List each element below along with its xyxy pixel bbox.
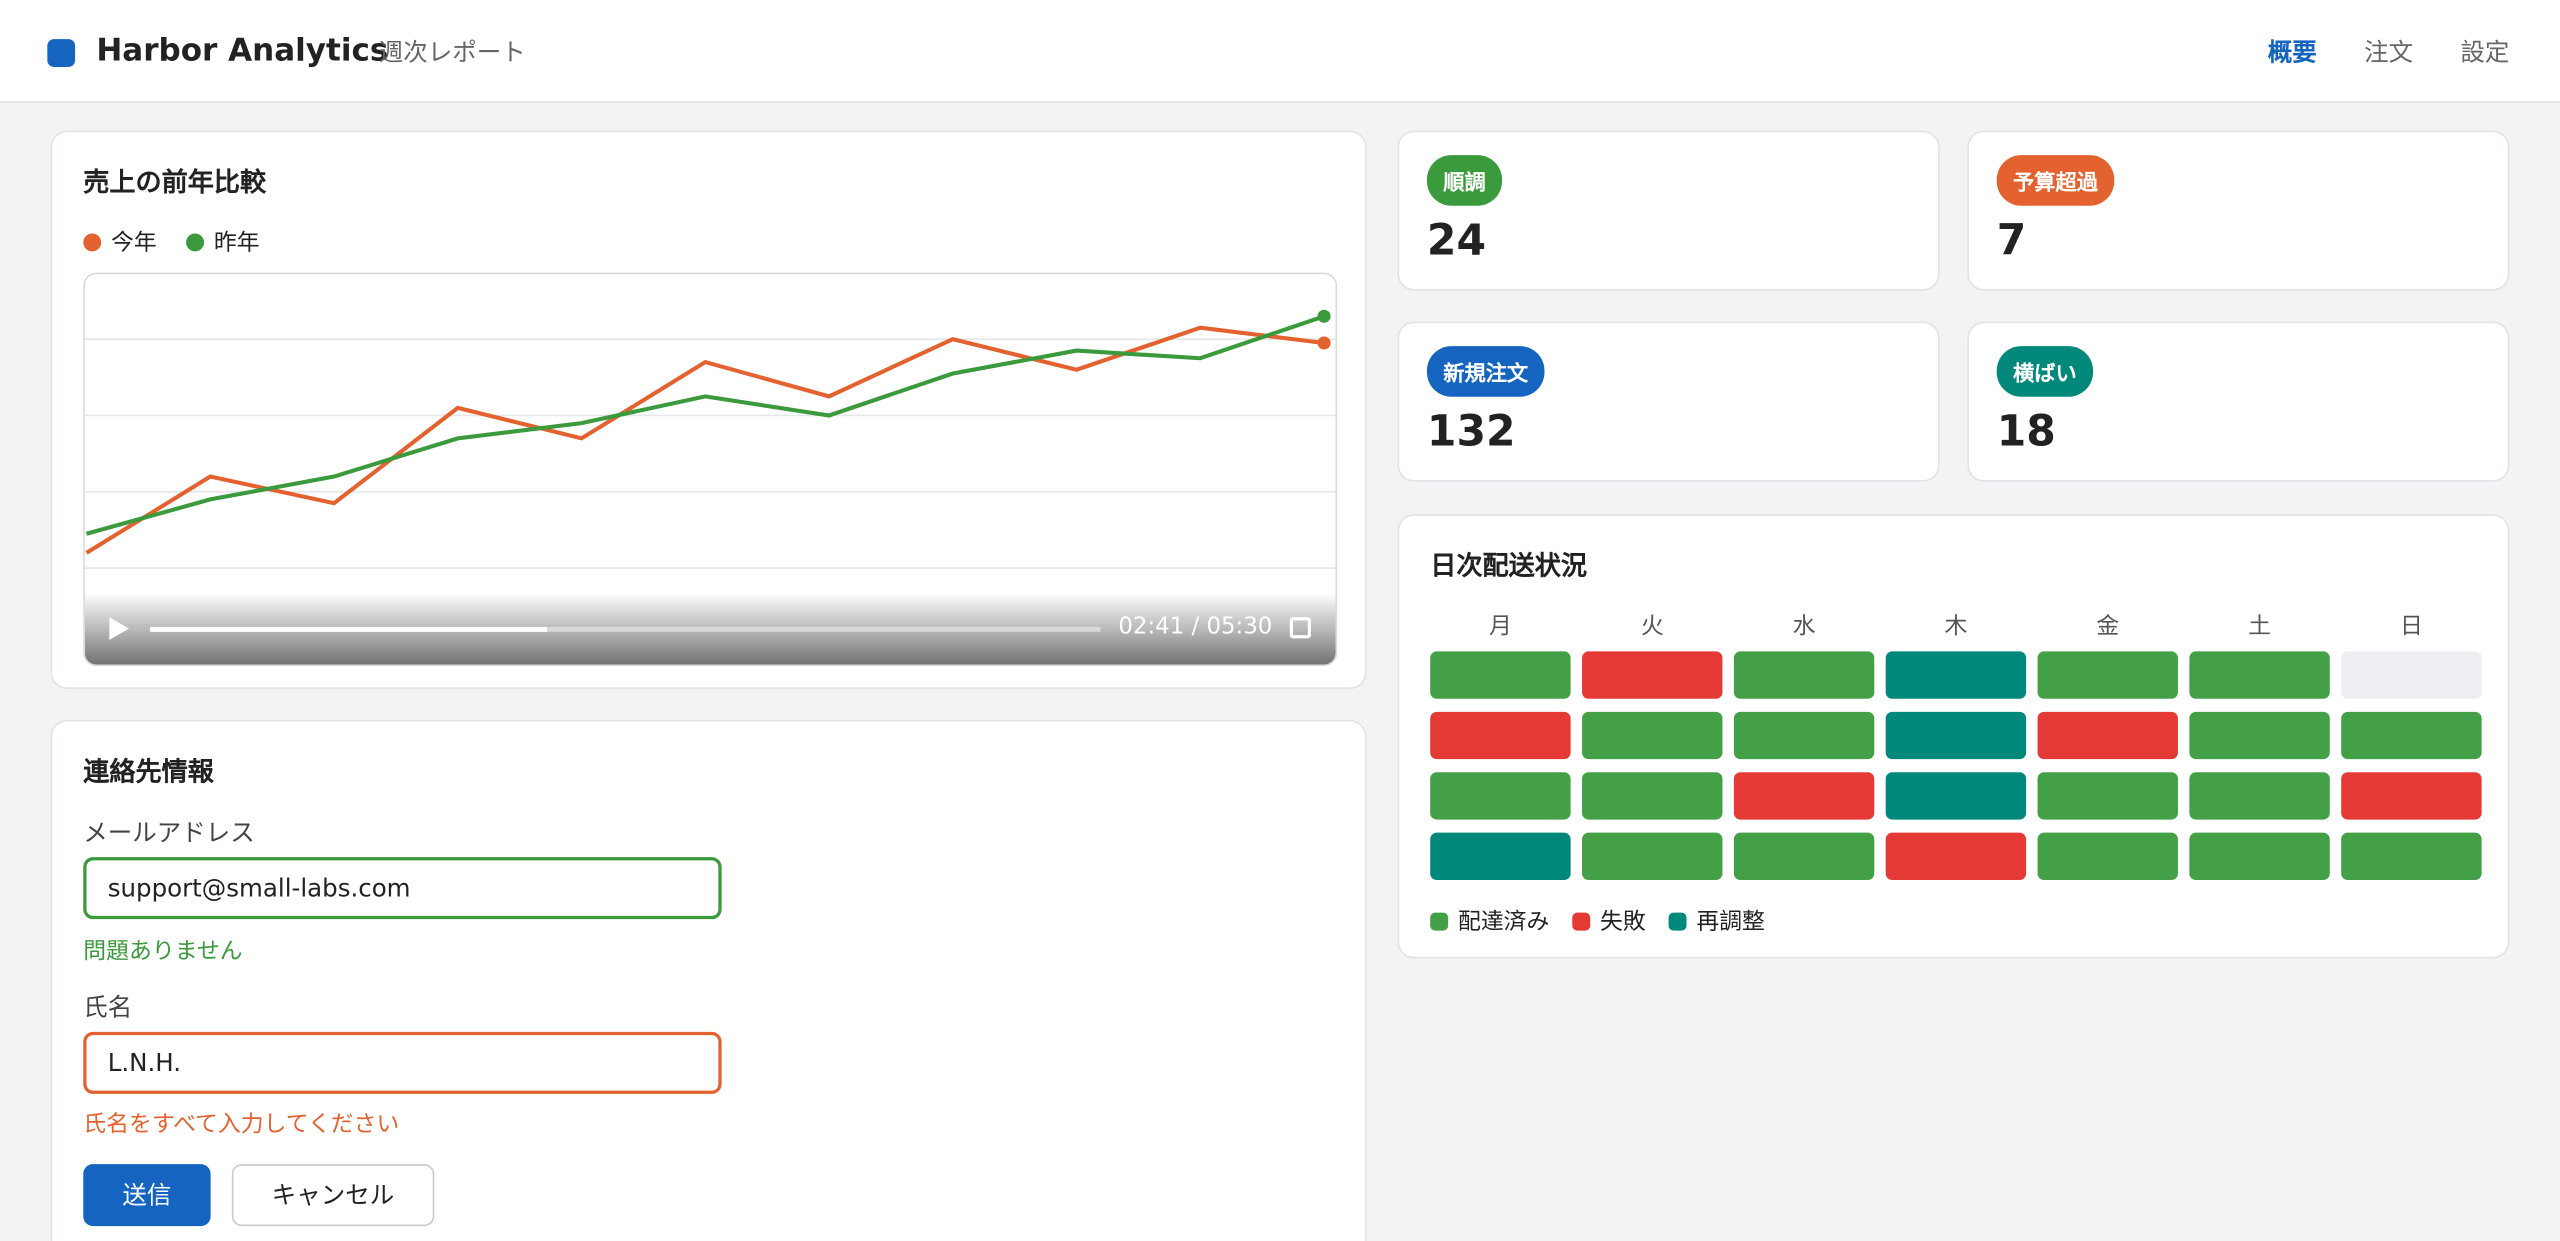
legend-swatch: [1430, 912, 1449, 931]
stat-card: 予算超過 7: [1967, 130, 2510, 291]
submit-button[interactable]: 送信: [83, 1164, 211, 1227]
end-point: [1317, 336, 1331, 350]
status-cell: [2037, 711, 2178, 760]
legend-item: 失敗: [1572, 909, 1646, 936]
legend-label: 再調整: [1696, 909, 1765, 936]
legend: 配達済み 失敗 再調整: [1430, 904, 1788, 937]
legend-item: 配達済み: [1430, 909, 1550, 936]
status-cell: [2189, 711, 2330, 760]
email-input[interactable]: support@small-labs.com: [83, 857, 722, 920]
cancel-button[interactable]: キャンセル: [231, 1164, 435, 1227]
status-cell: [1885, 651, 2027, 699]
field-label: メールアドレス: [83, 817, 255, 848]
legend-label: 配達済み: [1457, 909, 1550, 936]
status-cell: [2189, 651, 2330, 699]
video-player: 02:41 / 05:30: [83, 272, 1338, 667]
status-cell: [1582, 711, 1723, 760]
logo: [47, 39, 76, 67]
status-cell: [1430, 711, 1571, 760]
status-cell: [2341, 651, 2482, 699]
delivery-card: 日次配送状況 月 火 水 木 金 土 日 配達済み 失敗 再調整: [1397, 514, 2510, 959]
status-pill: 順調: [1426, 155, 1503, 206]
status-cell: [2341, 772, 2482, 820]
chart-card: 売上の前年比較 今年 昨年 02:41 / 05:30: [50, 130, 1367, 689]
stat-value: 24: [1426, 217, 1487, 267]
legend-item: 昨年: [186, 230, 260, 257]
legend-swatch: [1668, 912, 1687, 931]
status-cell: [1733, 651, 1875, 699]
day-label: 火: [1640, 613, 1664, 640]
field-message: 問題ありません: [83, 938, 243, 965]
header: Harbor Analytics 週次レポート 概要 注文 設定: [0, 0, 2560, 103]
video-time: 02:41 / 05:30: [1118, 613, 1273, 640]
field-label: 氏名: [83, 992, 133, 1023]
day-label: 水: [1792, 613, 1816, 640]
status-cell: [2037, 832, 2178, 880]
status-cell: [1885, 832, 2027, 880]
status-cell: [1733, 832, 1875, 880]
form-card: 連絡先情報 メールアドレス support@small-labs.com 問題あ…: [50, 719, 1367, 1241]
end-point: [1317, 309, 1331, 323]
stat-card: 新規注文 132: [1397, 321, 1940, 482]
nav-link[interactable]: 注文: [2364, 37, 2414, 67]
status-pill: 横ばい: [1996, 346, 2094, 397]
card-title: 売上の前年比較: [83, 166, 267, 198]
card-title: 連絡先情報: [83, 755, 214, 787]
status-cell: [2189, 772, 2330, 820]
status-cell: [1430, 832, 1571, 880]
status-cell: [1733, 711, 1875, 760]
nav-link[interactable]: 概要: [2267, 37, 2317, 67]
status-cell: [1430, 772, 1571, 820]
legend: 今年 昨年: [83, 225, 289, 258]
series-line: [85, 325, 1325, 555]
day-label: 日: [2399, 613, 2423, 640]
controls: 02:41 / 05:30: [84, 592, 1336, 665]
legend-swatch: [83, 233, 102, 252]
subtitle: 週次レポート: [378, 37, 526, 67]
status-cell: [2341, 832, 2482, 880]
day-label: 土: [2248, 613, 2272, 640]
status-cell: [1430, 651, 1571, 699]
legend-label: 昨年: [213, 230, 260, 257]
status-cell: [2037, 651, 2178, 699]
legend-item: 再調整: [1668, 909, 1765, 936]
legend-label: 失敗: [1599, 909, 1646, 936]
field-message: 氏名をすべて入力してください: [83, 1111, 400, 1138]
day-label: 金: [2096, 613, 2120, 640]
status-cell: [1582, 772, 1723, 820]
nav-link[interactable]: 設定: [2460, 37, 2510, 67]
legend-swatch: [186, 233, 205, 252]
status-cell: [1885, 772, 2027, 820]
legend-swatch: [1572, 912, 1591, 931]
status-cell: [1733, 772, 1875, 820]
legend-item: 今年: [83, 230, 157, 257]
status-pill: 新規注文: [1426, 346, 1545, 397]
series-line: [85, 314, 1325, 536]
stat-value: 18: [1996, 408, 2056, 458]
stat-card: 順調 24: [1397, 130, 1940, 291]
chart: [84, 309, 1336, 569]
stat-value: 7: [1996, 217, 2027, 267]
status-cell: [1582, 832, 1723, 880]
status-pill: 予算超過: [1996, 155, 2115, 206]
stat-card: 横ばい 18: [1967, 321, 2510, 482]
status-cell: [2189, 832, 2330, 880]
app-title: Harbor Analytics: [96, 32, 389, 69]
legend-label: 今年: [111, 230, 157, 257]
day-label: 月: [1488, 613, 1512, 640]
status-cell: [1582, 651, 1723, 699]
day-label: 木: [1944, 613, 1968, 640]
card-title: 日次配送状況: [1430, 550, 1587, 582]
play-button[interactable]: [108, 617, 131, 640]
stat-value: 132: [1426, 408, 1516, 458]
status-cell: [2037, 772, 2178, 820]
status-cell: [1885, 711, 2027, 760]
fullscreen-button[interactable]: [1289, 617, 1312, 639]
name-input[interactable]: L.N.H.: [83, 1031, 722, 1094]
progress-track[interactable]: [150, 626, 1101, 632]
status-cell: [2341, 711, 2482, 760]
